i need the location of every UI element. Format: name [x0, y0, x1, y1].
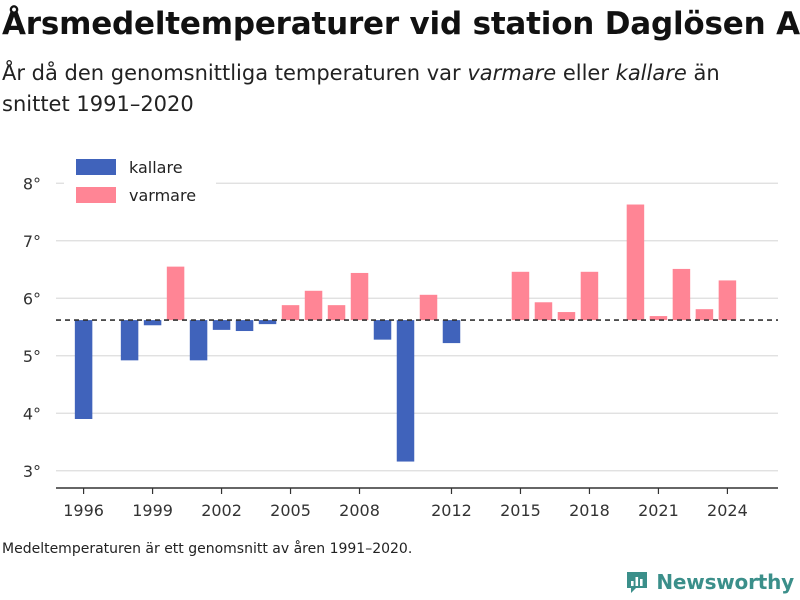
subtitle-text-3: än snittet 1991–2020 — [2, 61, 720, 116]
bar-warmer-2015 — [511, 271, 530, 321]
x-tick-label: 1999 — [132, 501, 173, 520]
y-tick-label: 7° — [23, 232, 41, 251]
y-tick-label: 8° — [23, 174, 41, 193]
y-tick-label: 6° — [23, 289, 41, 308]
bar-warmer-2022 — [672, 268, 691, 321]
brand-name: Newsworthy — [656, 570, 794, 594]
bar-warmer-2020 — [626, 204, 645, 321]
legend-swatch-colder — [76, 159, 116, 175]
bar-warmer-2007 — [327, 305, 346, 321]
x-tick-label: 2012 — [431, 501, 472, 520]
x-tick-label: 2018 — [569, 501, 610, 520]
y-tick-label: 5° — [23, 347, 41, 366]
bar-colder-1998 — [120, 320, 139, 361]
bar-colder-2010 — [396, 320, 415, 462]
bar-warmer-2023 — [695, 309, 714, 321]
x-tick-label: 2005 — [270, 501, 311, 520]
bar-warmer-2018 — [580, 271, 599, 321]
footnote: Medeltemperaturen är ett genomsnitt av å… — [2, 541, 413, 557]
bar-warmer-2016 — [534, 302, 553, 321]
bar-warmer-2024 — [718, 280, 737, 321]
bar-warmer-2017 — [557, 312, 576, 321]
bar-warmer-2021 — [649, 316, 668, 321]
legend-swatch-warmer — [76, 187, 116, 203]
x-tick-label: 2021 — [638, 501, 679, 520]
subtitle-text-1: År då den genomsnittliga temperaturen va… — [2, 61, 468, 85]
bar-colder-2002 — [212, 320, 231, 330]
bar-colder-2003 — [235, 320, 254, 332]
bar-colder-2001 — [189, 320, 208, 361]
newsworthy-logo-icon — [627, 572, 648, 593]
bar-warmer-2005 — [281, 305, 300, 321]
axes: 3° 4° 5° 6° 7° 8° 1996 1999 2002 2005 2008 2012 2015… — [23, 174, 778, 520]
subtitle-text-2: eller — [556, 61, 616, 85]
bar-colder-1999 — [143, 320, 162, 326]
legend-label-warmer: varmare — [129, 186, 196, 205]
bar-warmer-2006 — [304, 290, 323, 321]
brand-logo: Newsworthy — [624, 569, 794, 595]
y-tick-label: 3° — [23, 462, 41, 481]
bar-colder-2012 — [442, 320, 461, 344]
subtitle-warmer-word: varmare — [467, 61, 557, 85]
bar-warmer-2011 — [419, 294, 438, 321]
y-tick-label: 4° — [23, 404, 41, 423]
bars — [74, 204, 737, 462]
bar-warmer-2008 — [350, 272, 369, 321]
legend: kallare varmare — [64, 152, 216, 210]
x-tick-label: 2008 — [339, 501, 380, 520]
bar-colder-2009 — [373, 320, 392, 340]
x-tick-label: 2002 — [201, 501, 242, 520]
chart-title: Årsmedeltemperaturer vid station Daglöse… — [2, 6, 800, 42]
bar-colder-2004 — [258, 320, 277, 325]
chart-subtitle: År då den genomsnittliga temperaturen va… — [2, 58, 792, 120]
x-tick-label: 1996 — [63, 501, 104, 520]
bar-warmer-2000 — [166, 266, 185, 321]
x-tick-label: 2024 — [707, 501, 748, 520]
legend-label-colder: kallare — [129, 158, 183, 177]
subtitle-colder-word: kallare — [615, 61, 687, 85]
x-tick-label: 2015 — [500, 501, 541, 520]
bar-colder-1996 — [74, 320, 93, 419]
gridlines — [56, 182, 778, 472]
